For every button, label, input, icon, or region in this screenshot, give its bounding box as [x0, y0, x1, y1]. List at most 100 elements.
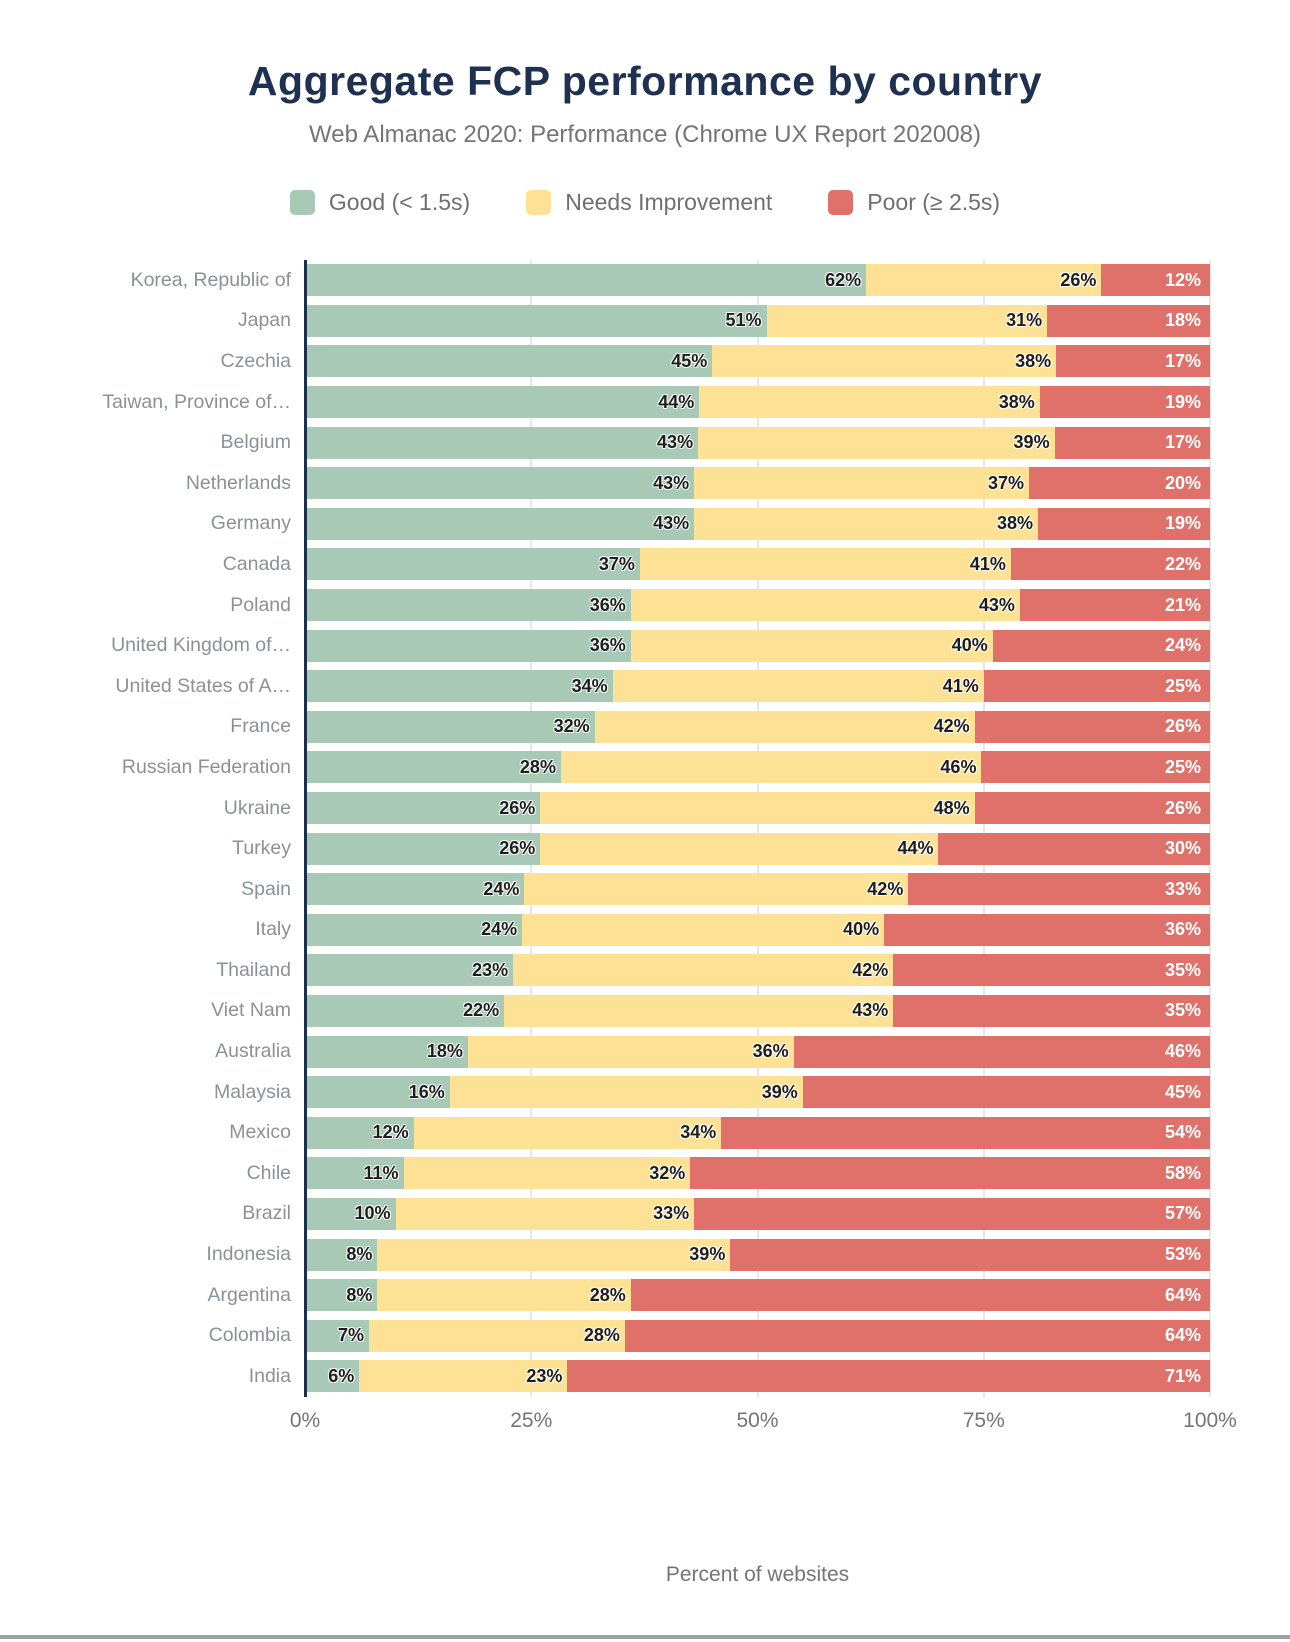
bar-segment-needs_improvement[interactable]: 41% [612, 670, 984, 703]
bar-segment-needs_improvement[interactable]: 40% [630, 629, 993, 662]
bar-segment-needs_improvement[interactable]: 31% [766, 304, 1048, 337]
bar-segment-good[interactable]: 32% [305, 710, 595, 743]
bar-value-label: 45% [1164, 1081, 1201, 1102]
bar-segment-poor[interactable]: 64% [630, 1279, 1210, 1312]
bar-segment-poor[interactable]: 35% [893, 954, 1210, 987]
bar-segment-good[interactable]: 24% [305, 913, 523, 946]
bar-segment-good[interactable]: 45% [305, 345, 713, 378]
bar-segment-needs_improvement[interactable]: 28% [368, 1319, 625, 1352]
bar-segment-poor[interactable]: 53% [730, 1238, 1210, 1271]
bar-segment-good[interactable]: 12% [305, 1116, 414, 1149]
bar-segment-good[interactable]: 26% [305, 792, 541, 825]
bar-segment-poor[interactable]: 12% [1101, 264, 1210, 297]
bar-segment-poor[interactable]: 19% [1039, 386, 1210, 419]
bar-value-label: 26% [1060, 269, 1097, 290]
bar-segment-good[interactable]: 28% [305, 751, 561, 784]
bar-segment-needs_improvement[interactable]: 38% [694, 507, 1039, 540]
bar-segment-poor[interactable]: 17% [1054, 426, 1210, 459]
bar-segment-good[interactable]: 8% [305, 1279, 378, 1312]
bar-segment-needs_improvement[interactable]: 40% [522, 913, 885, 946]
bar-segment-needs_improvement[interactable]: 43% [504, 994, 894, 1027]
bar-segment-poor[interactable]: 71% [567, 1360, 1210, 1393]
bar-segment-good[interactable]: 22% [305, 994, 505, 1027]
bar-segment-good[interactable]: 11% [305, 1157, 404, 1190]
bar-segment-needs_improvement[interactable]: 28% [377, 1279, 631, 1312]
bar-segment-poor[interactable]: 33% [908, 873, 1210, 906]
bar-segment-poor[interactable]: 26% [974, 792, 1210, 825]
bar-row: Netherlands 43% 37% 20% [0, 463, 1290, 504]
bar-segment-poor[interactable]: 46% [793, 1035, 1210, 1068]
bar-segment-good[interactable]: 24% [305, 873, 525, 906]
bar-segment-needs_improvement[interactable]: 33% [395, 1197, 695, 1230]
bar-segment-poor[interactable]: 17% [1056, 345, 1210, 378]
bar-segment-good[interactable]: 36% [305, 589, 631, 622]
bar-segment-poor[interactable]: 25% [981, 751, 1210, 784]
bar-segment-needs_improvement[interactable]: 48% [540, 792, 975, 825]
bar-segment-poor[interactable]: 25% [983, 670, 1210, 703]
bar-row: India 6% 23% 71% [0, 1356, 1290, 1397]
bar-segment-good[interactable]: 62% [305, 264, 867, 297]
bar-segment-poor[interactable]: 45% [802, 1076, 1210, 1109]
bar-segment-good[interactable]: 23% [305, 954, 514, 987]
bar-segment-poor[interactable]: 19% [1038, 507, 1210, 540]
bar-segment-poor[interactable]: 21% [1019, 589, 1210, 622]
bar-value-label: 57% [1164, 1203, 1201, 1224]
bar-segment-needs_improvement[interactable]: 46% [560, 751, 982, 784]
bar-segment-needs_improvement[interactable]: 38% [712, 345, 1057, 378]
bar-segment-needs_improvement[interactable]: 37% [694, 467, 1029, 500]
bar-segment-needs_improvement[interactable]: 39% [449, 1076, 803, 1109]
bar-track: 36% 40% 24% [305, 629, 1210, 662]
bar-segment-good[interactable]: 43% [305, 467, 695, 500]
bar-segment-good[interactable]: 18% [305, 1035, 468, 1068]
x-tick-100: 100% [1183, 1408, 1237, 1432]
bar-segment-good[interactable]: 10% [305, 1197, 396, 1230]
bar-segment-good[interactable]: 7% [305, 1319, 369, 1352]
bar-track: 34% 41% 25% [305, 670, 1210, 703]
bar-segment-good[interactable]: 26% [305, 832, 541, 865]
bar-segment-poor[interactable]: 64% [624, 1319, 1210, 1352]
bar-segment-good[interactable]: 36% [305, 629, 631, 662]
bar-segment-needs_improvement[interactable]: 34% [413, 1116, 722, 1149]
bar-value-label: 37% [987, 472, 1024, 493]
bar-segment-needs_improvement[interactable]: 39% [698, 426, 1055, 459]
bar-segment-poor[interactable]: 22% [1010, 548, 1210, 581]
bar-segment-good[interactable]: 34% [305, 670, 613, 703]
bar-segment-poor[interactable]: 54% [721, 1116, 1210, 1149]
bar-segment-needs_improvement[interactable]: 39% [377, 1238, 731, 1271]
bar-segment-needs_improvement[interactable]: 38% [699, 386, 1040, 419]
bar-segment-needs_improvement[interactable]: 36% [467, 1035, 794, 1068]
bar-row: Indonesia 8% 39% 53% [0, 1234, 1290, 1275]
bar-segment-poor[interactable]: 26% [974, 710, 1210, 743]
bar-segment-poor[interactable]: 36% [884, 913, 1210, 946]
bar-value-label: 58% [1164, 1162, 1201, 1183]
bar-segment-poor[interactable]: 24% [992, 629, 1210, 662]
bar-segment-needs_improvement[interactable]: 44% [540, 832, 939, 865]
bar-segment-good[interactable]: 6% [305, 1360, 360, 1393]
bar-segment-poor[interactable]: 20% [1028, 467, 1210, 500]
bar-row: Spain 24% 42% 33% [0, 869, 1290, 910]
bar-segment-poor[interactable]: 58% [690, 1157, 1210, 1190]
bar-segment-good[interactable]: 43% [305, 426, 699, 459]
bar-segment-needs_improvement[interactable]: 43% [630, 589, 1020, 622]
bar-value-label: 51% [725, 310, 762, 331]
category-label: Japan [237, 309, 291, 332]
bar-segment-poor[interactable]: 30% [938, 832, 1210, 865]
bar-segment-needs_improvement[interactable]: 42% [594, 710, 975, 743]
bar-segment-needs_improvement[interactable]: 41% [639, 548, 1011, 581]
bar-segment-good[interactable]: 16% [305, 1076, 450, 1109]
bar-segment-needs_improvement[interactable]: 42% [524, 873, 909, 906]
bar-segment-good[interactable]: 51% [305, 304, 767, 337]
bar-segment-needs_improvement[interactable]: 23% [359, 1360, 568, 1393]
bar-segment-poor[interactable]: 35% [893, 994, 1210, 1027]
bar-segment-good[interactable]: 44% [305, 386, 700, 419]
bar-segment-needs_improvement[interactable]: 32% [403, 1157, 691, 1190]
bar-segment-good[interactable]: 8% [305, 1238, 378, 1271]
bar-value-label: 37% [598, 553, 635, 574]
bar-segment-good[interactable]: 37% [305, 548, 640, 581]
bar-segment-poor[interactable]: 18% [1047, 304, 1210, 337]
bar-track: 6% 23% 71% [305, 1360, 1210, 1393]
bar-segment-needs_improvement[interactable]: 42% [513, 954, 894, 987]
bar-segment-good[interactable]: 43% [305, 507, 695, 540]
bar-segment-needs_improvement[interactable]: 26% [866, 264, 1102, 297]
bar-segment-poor[interactable]: 57% [694, 1197, 1210, 1230]
